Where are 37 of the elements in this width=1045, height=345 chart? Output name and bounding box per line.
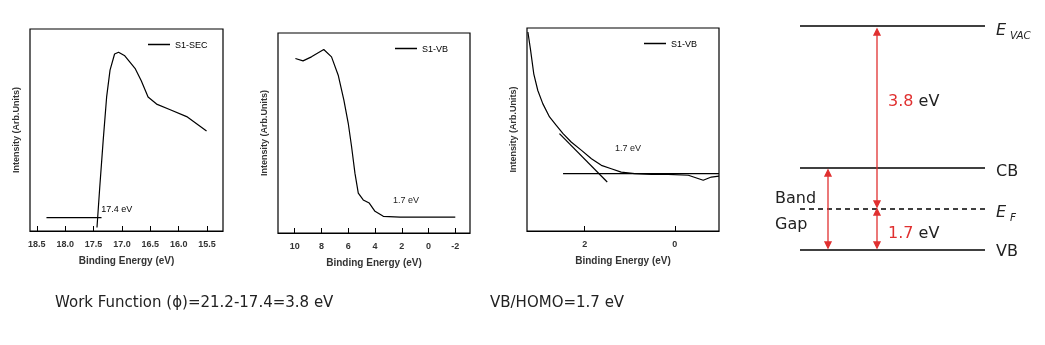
annotation: 1.7 eV — [393, 195, 420, 205]
text: E$_{VAC}$ — [996, 19, 1032, 41]
x-tick-label: 17.5 — [84, 238, 103, 249]
x-tick-label: 16.0 — [169, 238, 188, 249]
text: E$_{F}$ — [996, 201, 1018, 223]
y-axis-title: Intensity (Arb.Units) — [508, 86, 518, 173]
text: 3.8 eV — [888, 90, 940, 110]
text: VB/HOMO=1.7 eV — [490, 293, 625, 311]
x-axis-title: Binding Energy (eV) — [575, 254, 671, 266]
text: 1.7 eV — [888, 222, 940, 242]
legend-label: S1-SEC — [175, 39, 209, 50]
x-tick-label: 2 — [582, 238, 588, 249]
x-tick-label: 15.5 — [198, 238, 216, 249]
x-tick-label: 17.0 — [113, 238, 131, 249]
x-tick-label: 4 — [372, 240, 378, 251]
legend-label: S1-VB — [671, 38, 698, 49]
x-tick-label: 8 — [318, 240, 324, 251]
x-tick-label: -2 — [451, 240, 460, 251]
y-axis-title: Intensity (Arb.Units) — [259, 89, 269, 177]
x-tick-label: 0 — [672, 238, 678, 249]
text: Band Gap — [775, 187, 817, 233]
x-tick-label: 0 — [426, 240, 432, 251]
x-tick-label: 18.0 — [56, 238, 74, 249]
x-tick-label: 10 — [289, 240, 300, 251]
x-tick-label: 2 — [399, 240, 405, 251]
x-axis-title: Binding Energy (eV) — [78, 254, 175, 266]
x-tick-label: 16.5 — [141, 238, 160, 249]
text: VB — [996, 240, 1018, 260]
x-axis-title: Binding Energy (eV) — [326, 256, 422, 268]
annotation: 17.4 eV — [101, 204, 133, 215]
x-tick-label: 6 — [345, 240, 351, 251]
x-tick-label: 18.5 — [28, 238, 46, 249]
annotation: 1.7 eV — [615, 143, 642, 153]
y-axis-title: Intensity (Arb.Units) — [11, 86, 21, 174]
text: CB — [996, 160, 1019, 180]
text: Work Function (ϕ)=21.2-17.4=3.8 eV — [55, 293, 335, 311]
legend-label: S1-VB — [422, 43, 449, 54]
